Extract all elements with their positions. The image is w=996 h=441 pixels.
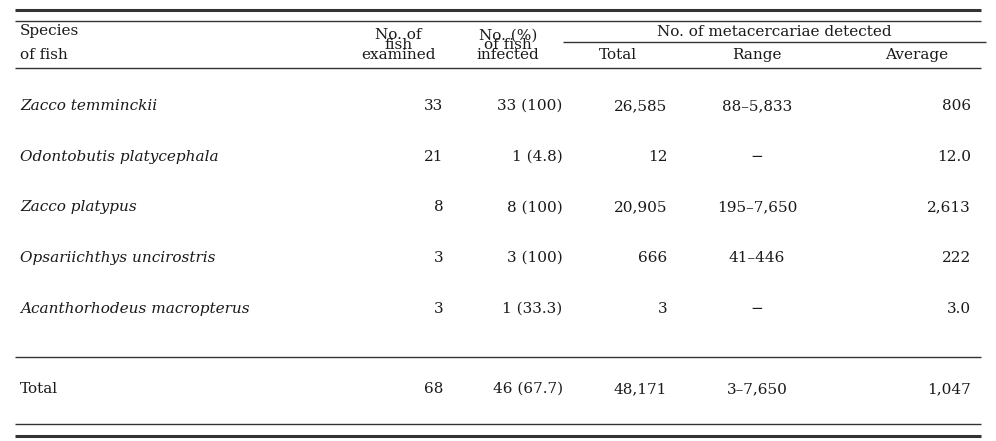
Text: Total: Total xyxy=(20,382,58,396)
Text: Zacco temminckii: Zacco temminckii xyxy=(20,99,157,113)
Text: 3: 3 xyxy=(433,302,443,316)
Text: 41–446: 41–446 xyxy=(729,251,785,265)
Text: of fish: of fish xyxy=(484,38,532,52)
Text: Average: Average xyxy=(884,48,948,62)
Text: No. (%): No. (%) xyxy=(479,28,537,42)
Text: No. of metacercariae detected: No. of metacercariae detected xyxy=(657,25,891,39)
Text: examined: examined xyxy=(362,48,435,62)
Text: fish: fish xyxy=(384,38,412,52)
Text: 68: 68 xyxy=(424,382,443,396)
Text: 3: 3 xyxy=(433,251,443,265)
Text: 20,905: 20,905 xyxy=(614,200,667,214)
Text: 88–5,833: 88–5,833 xyxy=(722,99,792,113)
Text: 8 (100): 8 (100) xyxy=(507,200,563,214)
Text: Species: Species xyxy=(20,24,79,38)
Text: infected: infected xyxy=(476,48,540,62)
Text: No. of: No. of xyxy=(375,28,421,42)
Text: Range: Range xyxy=(732,48,782,62)
Text: 3: 3 xyxy=(657,302,667,316)
Text: 33: 33 xyxy=(424,99,443,113)
Text: 46 (67.7): 46 (67.7) xyxy=(493,382,563,396)
Text: Acanthorhodeus macropterus: Acanthorhodeus macropterus xyxy=(20,302,250,316)
Text: 1 (33.3): 1 (33.3) xyxy=(503,302,563,316)
Text: 222: 222 xyxy=(942,251,971,265)
Text: Total: Total xyxy=(599,48,636,62)
Text: −: − xyxy=(751,149,763,164)
Text: 33 (100): 33 (100) xyxy=(497,99,563,113)
Text: of fish: of fish xyxy=(20,48,68,62)
Text: 3 (100): 3 (100) xyxy=(507,251,563,265)
Text: 1 (4.8): 1 (4.8) xyxy=(512,149,563,164)
Text: 8: 8 xyxy=(433,200,443,214)
Text: 48,171: 48,171 xyxy=(614,382,667,396)
Text: 12.0: 12.0 xyxy=(937,149,971,164)
Text: −: − xyxy=(751,302,763,316)
Text: 21: 21 xyxy=(423,149,443,164)
Text: Odontobutis platycephala: Odontobutis platycephala xyxy=(20,149,218,164)
Text: 806: 806 xyxy=(942,99,971,113)
Text: Zacco platypus: Zacco platypus xyxy=(20,200,136,214)
Text: 195–7,650: 195–7,650 xyxy=(717,200,797,214)
Text: 12: 12 xyxy=(647,149,667,164)
Text: 1,047: 1,047 xyxy=(927,382,971,396)
Text: 26,585: 26,585 xyxy=(615,99,667,113)
Text: 666: 666 xyxy=(638,251,667,265)
Text: 3.0: 3.0 xyxy=(947,302,971,316)
Text: Opsariichthys uncirostris: Opsariichthys uncirostris xyxy=(20,251,215,265)
Text: 2,613: 2,613 xyxy=(927,200,971,214)
Text: 3–7,650: 3–7,650 xyxy=(726,382,788,396)
